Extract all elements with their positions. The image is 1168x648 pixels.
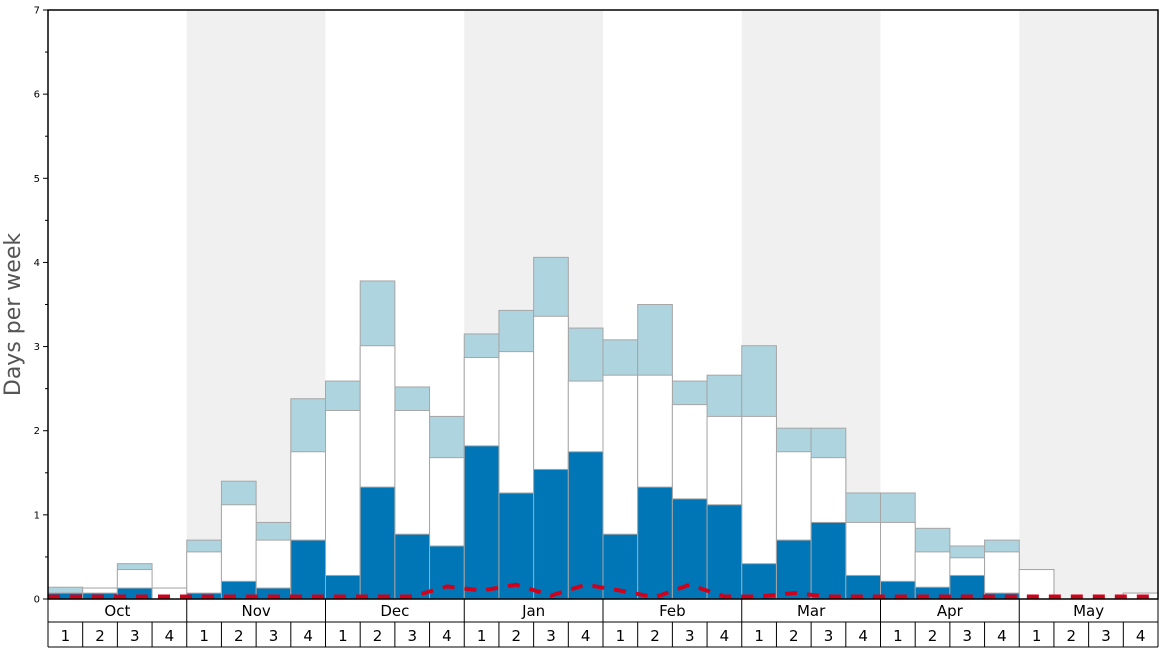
bar-mid-27 [984, 551, 1020, 600]
bar-low-15 [567, 451, 604, 600]
week-label: 4 [1136, 627, 1146, 645]
week-label: 3 [824, 627, 834, 645]
bar-low-22 [810, 521, 847, 600]
week-label: 1 [61, 627, 71, 645]
month-label-may: May [1073, 602, 1104, 620]
week-label: 4 [303, 627, 313, 645]
week-label: 1 [893, 627, 903, 645]
week-label: 4 [581, 627, 591, 645]
week-label: 1 [754, 627, 764, 645]
month-label-mar: Mar [797, 602, 826, 620]
month-label-nov: Nov [241, 602, 270, 620]
week-label: 2 [650, 627, 660, 645]
month-shade-may [1019, 10, 1158, 599]
week-label: 1 [338, 627, 348, 645]
week-label: 3 [962, 627, 972, 645]
week-label: 3 [685, 627, 695, 645]
month-label-feb: Feb [659, 602, 686, 620]
bar-low-9 [359, 486, 396, 600]
week-label: 4 [997, 627, 1007, 645]
month-label-jan: Jan [521, 602, 545, 620]
week-label: 2 [512, 627, 522, 645]
bar-mid-28 [1018, 569, 1055, 600]
bar-mid-8 [325, 410, 361, 600]
week-label: 2 [95, 627, 105, 645]
week-label: 3 [1101, 627, 1111, 645]
bar-low-16 [602, 533, 639, 600]
month-label-oct: Oct [104, 602, 130, 620]
bar-low-12 [463, 445, 500, 600]
week-label: 2 [1067, 627, 1077, 645]
bar-low-7 [290, 539, 326, 600]
y-tick-label: 1 [34, 510, 40, 521]
week-label: 4 [165, 627, 175, 645]
bar-low-17 [637, 486, 673, 600]
average-line [48, 582, 1158, 600]
y-tick-label: 5 [34, 174, 40, 185]
y-tick-label: 2 [34, 426, 40, 437]
y-axis-title: Days per week [1, 233, 26, 396]
y-tick-label: 4 [34, 258, 40, 269]
bar-low-10 [394, 533, 431, 600]
bar-mid-4 [186, 551, 222, 600]
y-tick-label: 6 [34, 90, 40, 101]
y-tick-label: 7 [34, 6, 40, 17]
bar-low-21 [775, 539, 812, 600]
week-label: 1 [477, 627, 487, 645]
week-label: 4 [442, 627, 452, 645]
week-label: 3 [407, 627, 417, 645]
week-label: 2 [234, 627, 244, 645]
bar-low-11 [429, 545, 465, 600]
week-label: 3 [269, 627, 279, 645]
week-label: 1 [1032, 627, 1042, 645]
week-label: 4 [858, 627, 868, 645]
y-tick-label: 0 [34, 595, 40, 606]
week-label: 3 [130, 627, 140, 645]
month-label-dec: Dec [380, 602, 409, 620]
week-label: 2 [373, 627, 383, 645]
week-label: 1 [616, 627, 626, 645]
week-label: 2 [928, 627, 938, 645]
bar-low-18 [671, 498, 708, 600]
bar-low-14 [533, 468, 569, 600]
bar-low-19 [706, 504, 743, 600]
month-label-apr: Apr [937, 602, 964, 620]
week-label: 4 [720, 627, 730, 645]
bar-low-20 [741, 563, 777, 600]
week-label: 2 [789, 627, 799, 645]
y-tick-label: 3 [34, 342, 40, 353]
week-label: 3 [546, 627, 556, 645]
week-label: 1 [199, 627, 209, 645]
